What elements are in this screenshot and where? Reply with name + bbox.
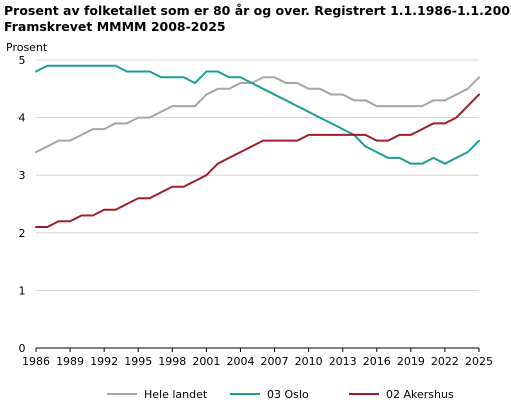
y-tick-label-5: 5 bbox=[19, 54, 26, 67]
series-line-1 bbox=[35, 64, 480, 165]
y-tick-label-2: 2 bbox=[19, 227, 26, 240]
legend-label-1: 03 Oslo bbox=[267, 388, 309, 401]
chart-title-line-2: Framskrevet MMMM 2008-2025 bbox=[4, 19, 226, 34]
series-lines bbox=[35, 64, 480, 229]
x-tick-label-2001: 2001 bbox=[192, 355, 220, 368]
x-tick-label-1989: 1989 bbox=[56, 355, 84, 368]
legend-label-0: Hele landet bbox=[144, 388, 208, 401]
x-tick-label-1992: 1992 bbox=[90, 355, 118, 368]
gridlines bbox=[36, 59, 479, 349]
legend-label-2: 02 Akershus bbox=[386, 388, 454, 401]
y-axis-ticks: 0 1 2 3 4 5 bbox=[19, 54, 26, 355]
x-tick-label-2007: 2007 bbox=[261, 355, 289, 368]
x-tick-label-1995: 1995 bbox=[124, 355, 152, 368]
series-line-0 bbox=[35, 76, 480, 154]
x-tick-label-2004: 2004 bbox=[226, 355, 254, 368]
legend: Hele landet 03 Oslo 02 Akershus bbox=[107, 388, 454, 401]
x-axis-ticks: 1986 1989 1992 1995 1998 2001 2004 2007 2010 2013… bbox=[22, 348, 493, 368]
x-tick-label-2013: 2013 bbox=[329, 355, 357, 368]
series-line-2 bbox=[35, 93, 480, 229]
chart-title-line-1: Prosent av folketallet som er 80 år og o… bbox=[4, 3, 511, 18]
x-tick-label-2010: 2010 bbox=[295, 355, 323, 368]
y-tick-label-1: 1 bbox=[19, 284, 26, 297]
x-tick-label-1986: 1986 bbox=[22, 355, 50, 368]
x-tick-label-2022: 2022 bbox=[431, 355, 459, 368]
y-tick-label-3: 3 bbox=[19, 169, 26, 182]
y-axis-label: Prosent bbox=[6, 41, 48, 54]
x-tick-label-2016: 2016 bbox=[363, 355, 391, 368]
x-tick-label-2019: 2019 bbox=[397, 355, 425, 368]
y-tick-label-4: 4 bbox=[19, 112, 26, 125]
x-tick-label-2025: 2025 bbox=[465, 355, 493, 368]
y-tick-label-0: 0 bbox=[19, 342, 26, 355]
x-tick-label-1998: 1998 bbox=[158, 355, 186, 368]
